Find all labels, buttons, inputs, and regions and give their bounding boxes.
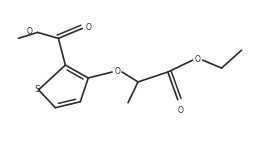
Text: O: O [27, 27, 33, 36]
Text: S: S [35, 85, 40, 94]
Text: O: O [85, 23, 91, 32]
Text: O: O [178, 106, 184, 115]
Text: O: O [195, 55, 201, 64]
Text: O: O [114, 67, 120, 76]
